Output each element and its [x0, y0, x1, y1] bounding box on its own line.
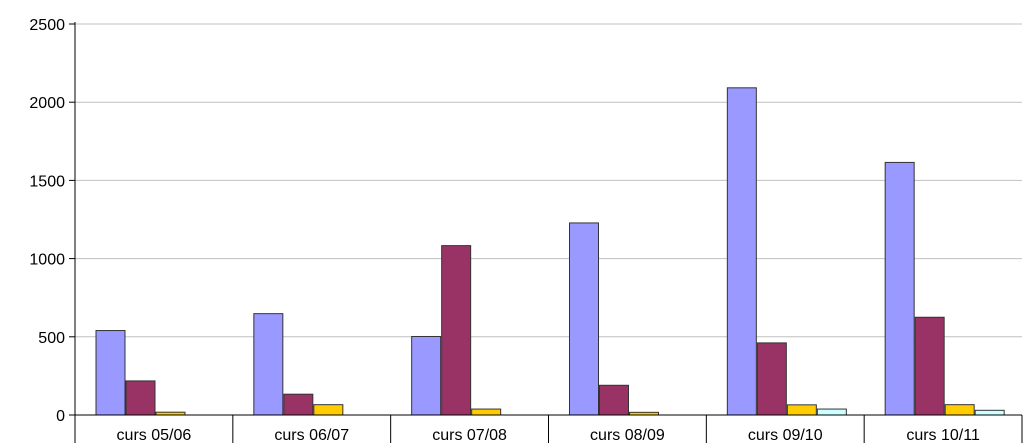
bar [914, 316, 945, 416]
bar [944, 404, 975, 416]
bar [569, 222, 599, 416]
y-tick-label: 500 [38, 330, 65, 347]
bar [471, 408, 502, 416]
axes [74, 22, 1023, 443]
y-tick-label: 2000 [29, 95, 65, 112]
bar [974, 409, 1005, 416]
x-category-label: curs 09/10 [748, 427, 823, 444]
y-tick-label: 1000 [29, 252, 65, 269]
y-tick-label: 2500 [29, 17, 65, 34]
bar [816, 408, 847, 416]
gridlines [75, 23, 1022, 338]
bar [95, 330, 126, 416]
x-axis-categories: curs 05/06 curs 06/07 curs 07/08 curs 08/09… [117, 415, 980, 444]
y-tick-label: 0 [56, 408, 65, 425]
x-category-label: curs 07/08 [432, 427, 507, 444]
x-category-label: curs 06/07 [274, 427, 349, 444]
bar [786, 404, 817, 416]
bar [884, 161, 915, 416]
bar [726, 87, 757, 416]
bar [253, 313, 284, 416]
bar [313, 404, 344, 416]
x-category-label: curs 05/06 [117, 427, 192, 444]
bar [756, 342, 787, 416]
y-axis-ticks: 0 500 1000 1500 2000 2500 [29, 17, 75, 425]
bar [283, 393, 314, 416]
x-category-label: curs 10/11 [906, 427, 980, 444]
x-category-label: curs 08/09 [590, 427, 665, 444]
bar [411, 335, 442, 416]
bar [125, 380, 156, 416]
bar [599, 384, 629, 416]
bar [441, 245, 472, 416]
y-tick-label: 1500 [29, 173, 65, 190]
bars [95, 87, 1005, 416]
